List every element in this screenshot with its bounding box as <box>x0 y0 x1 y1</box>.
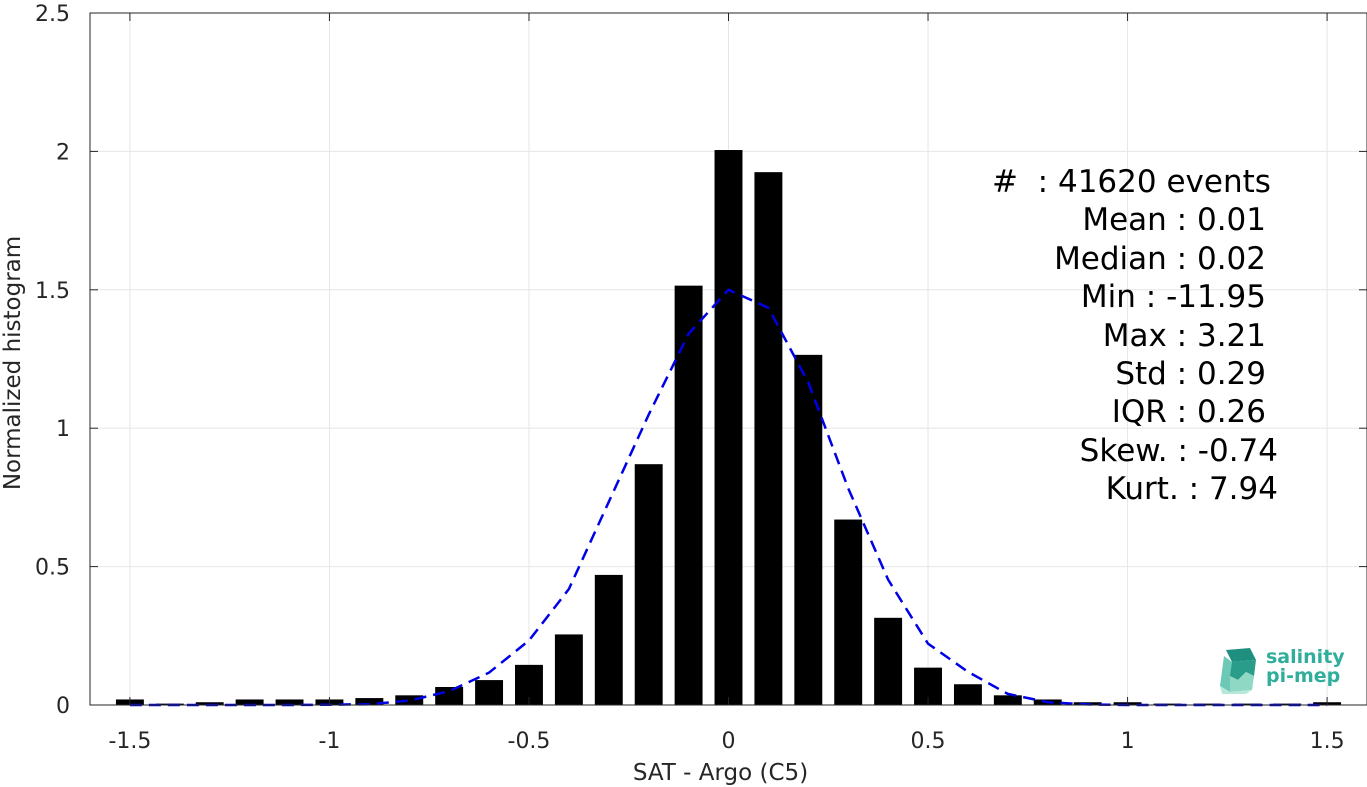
logo-wave-icon <box>1220 648 1256 694</box>
histogram-bar <box>195 702 224 705</box>
x-tick-label: 0 <box>722 729 736 754</box>
histogram-bar <box>235 699 264 705</box>
stat-kurt: Kurt. : 7.94 <box>1105 471 1278 508</box>
stat-skew: Skew. : -0.74 <box>1079 432 1278 469</box>
histogram-bar <box>794 354 823 705</box>
stat-events: # : 41620 events <box>992 164 1271 200</box>
histogram-bar <box>355 698 384 705</box>
histogram-bar <box>475 680 504 705</box>
x-tick-label: 1 <box>1121 729 1135 754</box>
histogram-bar <box>953 684 982 705</box>
histogram-bar <box>834 519 863 705</box>
histogram-bar <box>594 574 623 705</box>
histogram-bar <box>1233 703 1262 705</box>
histogram-bar <box>714 150 743 706</box>
logo-text-salinity: salinity <box>1266 646 1345 668</box>
y-tick-label: 0.5 <box>35 556 70 581</box>
y-tick-label: 1.5 <box>35 279 70 304</box>
histogram-bar <box>674 285 703 705</box>
y-tick-label: 1 <box>56 417 70 442</box>
x-axis-label: SAT - Argo (C5) <box>633 760 808 786</box>
histogram-bar <box>395 695 424 705</box>
histogram-bars <box>115 150 1342 706</box>
x-tick-label: -1 <box>318 729 340 754</box>
histogram-bar <box>874 617 903 705</box>
histogram-bar <box>1273 703 1302 705</box>
stat-min: Min : -11.95 <box>1080 279 1266 316</box>
x-tick-label: -0.5 <box>508 729 551 754</box>
histogram-bar <box>1193 703 1222 705</box>
histogram-bar <box>435 687 464 705</box>
x-tick-label: 0.5 <box>911 729 946 754</box>
histogram-bar <box>554 634 583 705</box>
stat-iqr: IQR : 0.26 <box>1111 394 1266 431</box>
x-tick-label: -1.5 <box>108 729 151 754</box>
y-tick-label: 0 <box>56 694 70 719</box>
histogram-bar <box>275 699 304 705</box>
y-tick-label: 2.5 <box>35 2 70 27</box>
histogram-bar <box>993 695 1022 705</box>
y-axis-label: Normalized histogram <box>0 236 26 490</box>
stat-mean: Mean : 0.01 <box>1082 202 1266 239</box>
y-tick-label: 2 <box>56 140 70 165</box>
axis-ticks: -1.5 -1 -0.5 0 0.5 1 1.5 0 0.5 1 1.5 2 2.5 <box>35 2 1367 754</box>
histogram-bar <box>634 464 663 705</box>
stat-std: Std : 0.29 <box>1115 356 1266 393</box>
salinity-pi-mep-logo: salinity pi-mep <box>1216 646 1346 696</box>
statistics-annotation: # : 41620 events Mean : 0.01 Median : 0.… <box>930 163 1278 509</box>
stat-max: Max : 3.21 <box>1102 317 1266 354</box>
histogram-bar <box>754 172 783 705</box>
x-tick-label: 1.5 <box>1310 729 1345 754</box>
logo-text-pi-mep: pi-mep <box>1266 665 1341 687</box>
stat-median: Median : 0.02 <box>1054 240 1266 277</box>
